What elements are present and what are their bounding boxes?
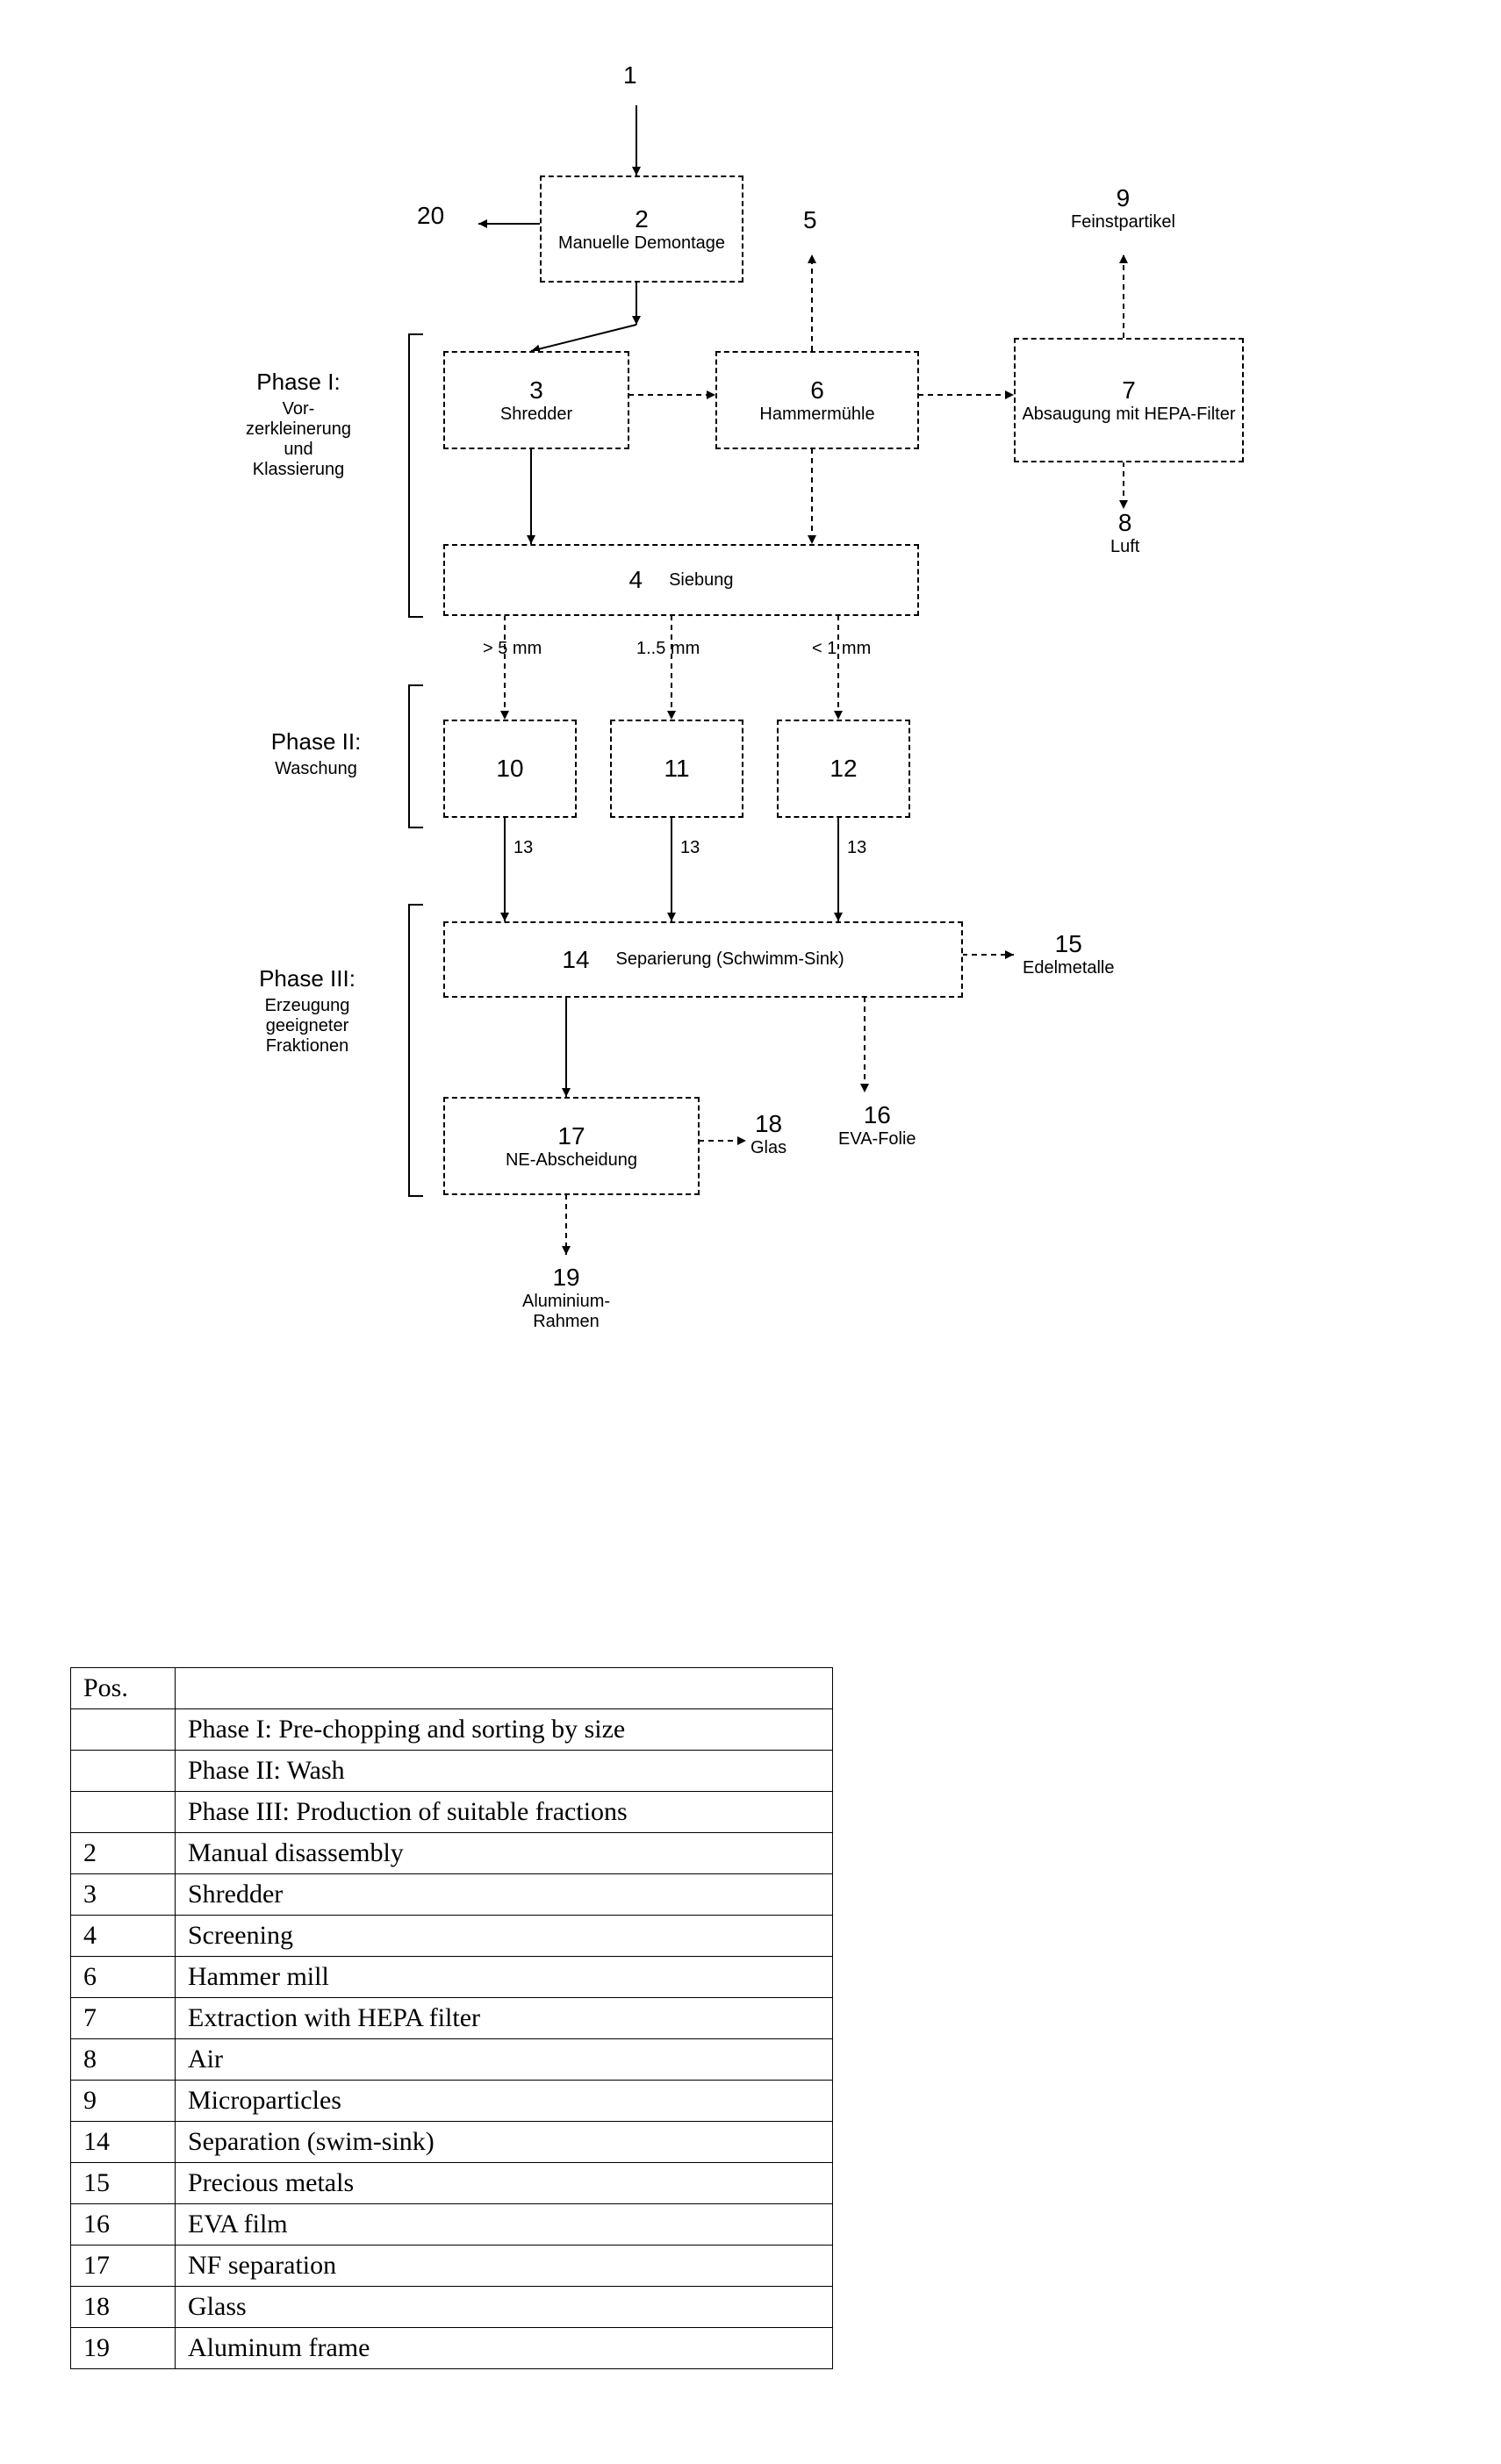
phase-bracket-2 (408, 904, 423, 1197)
label-l1: 1 (623, 61, 637, 90)
label-l18: 18Glas (750, 1110, 786, 1158)
label-l8: 8Luft (1110, 509, 1139, 557)
table-cell-desc: Precious metals (176, 2163, 833, 2204)
table-cell-desc: Extraction with HEPA filter (176, 1998, 833, 2039)
table-cell-pos: 2 (71, 1833, 176, 1874)
table-cell-pos (71, 1709, 176, 1751)
table-cell-desc: Hammer mill (176, 1957, 833, 1998)
table-row: 9Microparticles (71, 2081, 833, 2122)
node-n12: 12 (777, 720, 910, 818)
table-cell-pos: 18 (71, 2287, 176, 2328)
table-row: 15Precious metals (71, 2163, 833, 2204)
table-row: 7Extraction with HEPA filter (71, 1998, 833, 2039)
label-l5: 5 (803, 206, 817, 234)
table-row: 19Aluminum frame (71, 2328, 833, 2369)
table-cell-desc: Phase I: Pre-chopping and sorting by siz… (176, 1709, 833, 1751)
table-cell-desc: Screening (176, 1916, 833, 1957)
table-cell-desc: Microparticles (176, 2081, 833, 2122)
table-cell-pos (71, 1751, 176, 1792)
label-l20: 20 (417, 202, 444, 230)
table-cell-desc: Phase III: Production of suitable fracti… (176, 1792, 833, 1833)
label-l13a: 13 (514, 838, 533, 858)
table-cell-desc: Air (176, 2039, 833, 2081)
node-n7: 7Absaugung mit HEPA-Filter (1014, 338, 1244, 462)
table-cell-desc: EVA film (176, 2204, 833, 2246)
table-row: 4Screening (71, 1916, 833, 1957)
table-cell-pos: 19 (71, 2328, 176, 2369)
table-row: 6Hammer mill (71, 1957, 833, 1998)
table-cell-pos: 7 (71, 1998, 176, 2039)
label-l1_5: 1..5 mm (636, 639, 700, 659)
table-row: Phase III: Production of suitable fracti… (71, 1792, 833, 1833)
node-n14: 14Separierung (Schwimm-Sink) (443, 921, 963, 998)
phase-label-1: Phase II:Waschung (228, 728, 404, 779)
table-cell-pos (71, 1792, 176, 1833)
table-cell-pos: 17 (71, 2246, 176, 2287)
table-cell-pos: 3 (71, 1874, 176, 1916)
label-l9: 9Feinstpartikel (1071, 184, 1175, 233)
table-header-desc (176, 1668, 833, 1709)
legend-table: Pos. Phase I: Pre-chopping and sorting b… (70, 1667, 833, 2369)
table-cell-pos: 16 (71, 2204, 176, 2246)
table-cell-pos: 9 (71, 2081, 176, 2122)
table-row: Phase I: Pre-chopping and sorting by siz… (71, 1709, 833, 1751)
phase-bracket-1 (408, 684, 423, 828)
table-row: 16EVA film (71, 2204, 833, 2246)
table-cell-pos: 4 (71, 1916, 176, 1957)
table-row: 2Manual disassembly (71, 1833, 833, 1874)
node-n4: 4Siebung (443, 544, 919, 616)
label-l19: 19Aluminium-Rahmen (522, 1264, 610, 1332)
table-header-pos: Pos. (71, 1668, 176, 1709)
table-row: 18Glass (71, 2287, 833, 2328)
label-l13c: 13 (847, 838, 866, 858)
node-n6: 6Hammermühle (715, 351, 919, 449)
phase-label-0: Phase I:Vor-zerkleinerungundKlassierung (211, 369, 386, 480)
flowchart-edges (136, 35, 1365, 1615)
label-lg5: > 5 mm (483, 639, 542, 659)
table-cell-desc: NF separation (176, 2246, 833, 2287)
table-cell-desc: Glass (176, 2287, 833, 2328)
table-cell-pos: 6 (71, 1957, 176, 1998)
flowchart: 2Manuelle Demontage 3Shredder 6Hammermühle… (136, 35, 1365, 1615)
table-cell-desc: Aluminum frame (176, 2328, 833, 2369)
node-n3: 3Shredder (443, 351, 629, 449)
table-cell-pos: 14 (71, 2122, 176, 2163)
table-row: 8Air (71, 2039, 833, 2081)
label-llt1: < 1 mm (812, 639, 871, 659)
node-n10: 10 (443, 720, 577, 818)
node-n11: 11 (610, 720, 743, 818)
phase-bracket-0 (408, 333, 423, 618)
table-cell-desc: Shredder (176, 1874, 833, 1916)
table-cell-desc: Phase II: Wash (176, 1751, 833, 1792)
table-row: 14Separation (swim-sink) (71, 2122, 833, 2163)
label-l15: 15Edelmetalle (1023, 930, 1115, 978)
table-cell-desc: Manual disassembly (176, 1833, 833, 1874)
table-cell-desc: Separation (swim-sink) (176, 2122, 833, 2163)
table-row: 17NF separation (71, 2246, 833, 2287)
phase-label-2: Phase III:ErzeugunggeeigneterFraktionen (219, 965, 395, 1057)
label-l16: 16EVA-Folie (838, 1101, 916, 1150)
table-row: Phase II: Wash (71, 1751, 833, 1792)
table-cell-pos: 15 (71, 2163, 176, 2204)
table-cell-pos: 8 (71, 2039, 176, 2081)
label-l13b: 13 (680, 838, 700, 858)
table-row: 3Shredder (71, 1874, 833, 1916)
node-n17: 17NE-Abscheidung (443, 1097, 700, 1195)
node-n2: 2Manuelle Demontage (540, 175, 743, 283)
